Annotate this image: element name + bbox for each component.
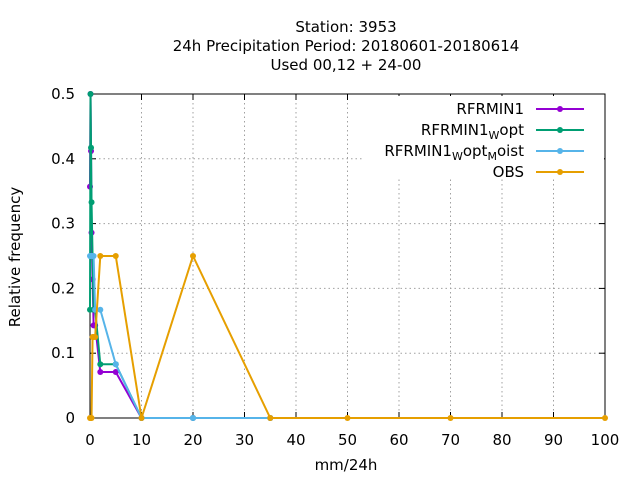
legend-marker bbox=[557, 106, 563, 112]
y-tick-label: 0.2 bbox=[51, 279, 75, 297]
y-tick-label: 0 bbox=[65, 409, 75, 427]
data-point bbox=[112, 253, 119, 259]
x-tick-label: 20 bbox=[183, 431, 202, 449]
data-point bbox=[344, 415, 351, 421]
x-tick-label: 90 bbox=[544, 431, 563, 449]
data-point bbox=[138, 415, 145, 421]
legend-label: RFRMIN1Wopt bbox=[421, 121, 524, 142]
data-point bbox=[267, 415, 274, 421]
tick-labels: 0 10 20 30 40 50 60 70 80 90 100 0 0.1 0.2 0.3 0.4 0.5 bbox=[51, 85, 619, 449]
title-line-1: Station: 3953 bbox=[295, 18, 396, 36]
x-tick-label: 70 bbox=[441, 431, 460, 449]
y-axis-label: Relative frequency bbox=[6, 187, 24, 328]
legend-label: OBS bbox=[493, 163, 524, 181]
data-point bbox=[97, 253, 104, 259]
data-point bbox=[97, 306, 104, 313]
y-tick-label: 0.3 bbox=[51, 215, 75, 233]
data-point bbox=[190, 253, 196, 259]
data-point bbox=[88, 199, 95, 206]
series-4 bbox=[87, 253, 608, 421]
data-point bbox=[97, 368, 104, 375]
data-point bbox=[88, 144, 95, 151]
title-line-2: 24h Precipitation Period: 20180601-20180… bbox=[173, 37, 520, 55]
title-line-3: Used 00,12 + 24-00 bbox=[271, 56, 422, 74]
data-point bbox=[88, 415, 95, 421]
x-tick-label: 0 bbox=[85, 431, 95, 449]
y-tick-label: 0.5 bbox=[51, 85, 75, 103]
series-line bbox=[90, 255, 271, 419]
data-point bbox=[112, 361, 119, 368]
data-point bbox=[190, 415, 196, 421]
legend-label: RFRMIN1 bbox=[456, 100, 524, 118]
data-point bbox=[112, 368, 119, 375]
plot-area bbox=[87, 91, 608, 421]
legend-marker bbox=[557, 169, 563, 175]
y-tick-label: 0.1 bbox=[51, 344, 75, 362]
data-point bbox=[87, 91, 94, 97]
data-point bbox=[97, 361, 104, 368]
y-tick-label: 0.4 bbox=[51, 150, 75, 168]
x-tick-label: 100 bbox=[591, 431, 620, 449]
data-point bbox=[90, 253, 97, 259]
x-tick-label: 60 bbox=[389, 431, 408, 449]
x-tick-label: 40 bbox=[286, 431, 305, 449]
legend-label: RFRMIN1WoptMoist bbox=[384, 142, 524, 163]
legend-marker bbox=[557, 148, 563, 154]
x-tick-label: 30 bbox=[235, 431, 254, 449]
series-3 bbox=[87, 253, 274, 421]
x-tick-label: 50 bbox=[338, 431, 357, 449]
chart-title: Station: 3953 24h Precipitation Period: … bbox=[173, 18, 520, 74]
legend-marker bbox=[557, 127, 563, 133]
data-point bbox=[92, 334, 99, 340]
x-tick-label: 10 bbox=[132, 431, 151, 449]
data-point bbox=[602, 415, 608, 421]
x-tick-label: 80 bbox=[492, 431, 511, 449]
x-axis-label: mm/24h bbox=[315, 456, 378, 474]
data-point bbox=[447, 415, 454, 421]
